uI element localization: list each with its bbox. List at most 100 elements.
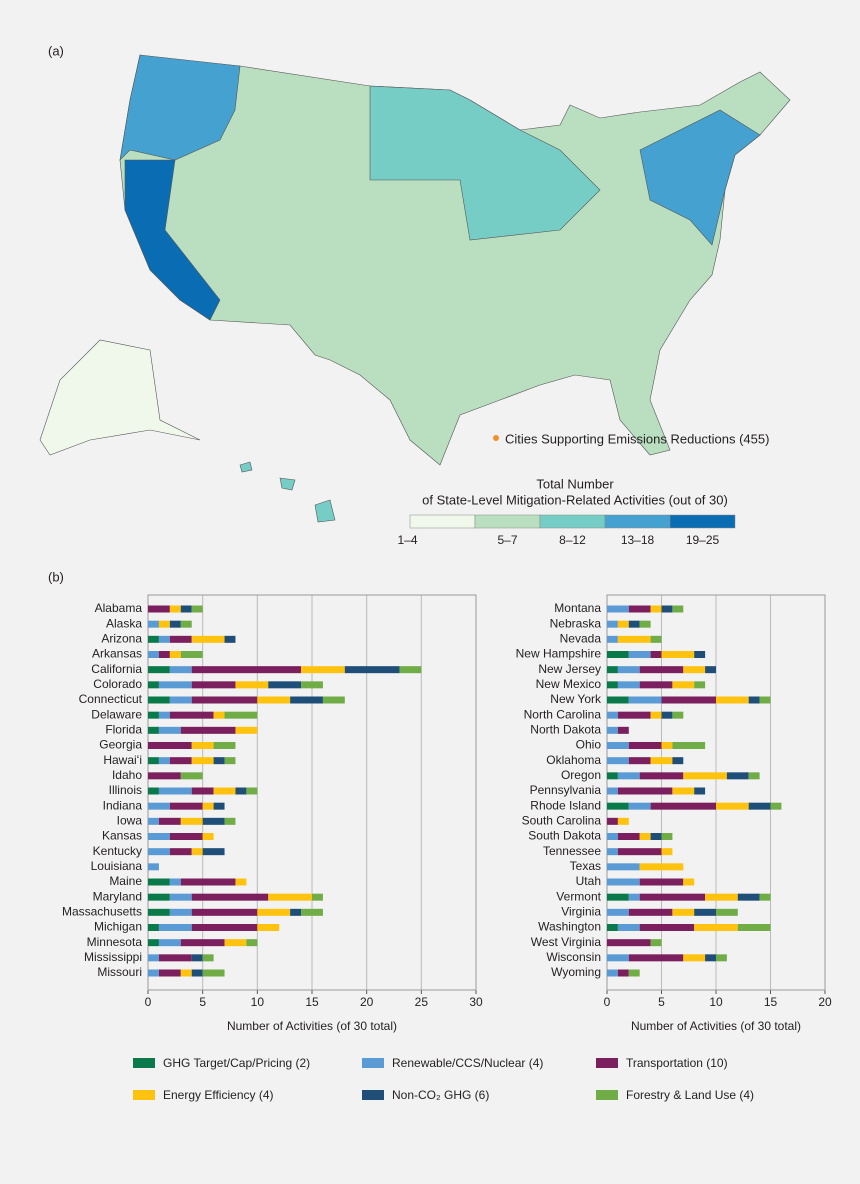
- bar-segment: [169, 635, 192, 643]
- legend-swatch: [362, 1090, 384, 1100]
- bar-segment: [148, 878, 170, 886]
- bin-label: 5–7: [497, 533, 517, 547]
- category-label: Kansas: [102, 829, 142, 843]
- bar-segment: [672, 711, 684, 719]
- bar-segment: [246, 939, 258, 947]
- category-label: New Jersey: [538, 662, 601, 676]
- bar-segment: [148, 939, 159, 947]
- bar-segment: [191, 681, 236, 689]
- bar-segment: [148, 908, 170, 916]
- bar-segment: [148, 848, 170, 856]
- bar-segment: [617, 620, 629, 628]
- bar-segment: [191, 757, 214, 765]
- bar-segment: [650, 757, 673, 765]
- bar-segment: [650, 605, 662, 613]
- bar-segment: [257, 908, 291, 916]
- category-label: Nebraska: [550, 616, 602, 630]
- legend-label: GHG Target/Cap/Pricing (2): [163, 1056, 310, 1070]
- x-tick-label: 0: [604, 995, 611, 1009]
- bar-segment: [158, 726, 181, 734]
- bar-segment: [617, 969, 629, 977]
- bar-segment: [148, 833, 170, 840]
- bar-segment: [672, 787, 695, 795]
- x-tick-label: 20: [818, 995, 832, 1009]
- bar-segment: [202, 802, 214, 810]
- bar-segment: [180, 878, 236, 886]
- bar-segment: [607, 833, 618, 840]
- bar-segment: [694, 924, 738, 931]
- bar-segment: [716, 954, 727, 962]
- bar-segment: [639, 863, 684, 871]
- bar-segment: [148, 954, 159, 962]
- bar-segment: [191, 908, 258, 916]
- category-label: Pennsylvania: [530, 783, 602, 797]
- bar-segment: [202, 969, 225, 977]
- bar-segment: [268, 893, 312, 901]
- bar-segment: [191, 924, 258, 931]
- bar-segment: [639, 666, 684, 674]
- bar-segment: [148, 802, 170, 810]
- bar-segment: [169, 833, 203, 840]
- bar-segment: [617, 817, 629, 825]
- category-label: Maine: [109, 874, 142, 888]
- category-label: Massachusetts: [62, 905, 142, 919]
- category-label: Iowa: [117, 814, 143, 828]
- x-tick-label: 30: [469, 995, 483, 1009]
- bar-segment: [169, 893, 192, 901]
- bar-segment: [169, 878, 181, 886]
- bar-segment: [628, 954, 684, 962]
- legend: GHG Target/Cap/Pricing (2) Renewable/CCS/…: [133, 1056, 754, 1102]
- bar-segment: [301, 908, 323, 916]
- bar-segment: [617, 924, 640, 931]
- cities-legend-label: Cities Supporting Emissions Reductions (…: [505, 431, 769, 446]
- category-label: Oklahoma: [546, 753, 601, 767]
- bar-segment: [158, 817, 181, 825]
- bar-segment: [148, 787, 159, 795]
- bar-segment: [607, 954, 629, 962]
- category-label: Illinois: [109, 783, 142, 797]
- bar-segment: [617, 772, 640, 780]
- bar-segment: [628, 757, 651, 765]
- bar-segment: [672, 605, 684, 613]
- bin-swatch: [604, 514, 671, 529]
- bar-segment: [202, 833, 214, 840]
- bar-segment: [158, 939, 181, 947]
- category-label: Wyoming: [551, 965, 601, 979]
- bar-segment: [202, 817, 225, 825]
- bar-segment: [158, 651, 170, 658]
- bar-segment: [180, 969, 192, 977]
- legend-swatch: [596, 1058, 618, 1068]
- bar-segment: [748, 696, 760, 704]
- bar-segment: [169, 908, 192, 916]
- bar-segment: [235, 787, 247, 795]
- bar-segment: [169, 802, 203, 810]
- legend-swatch: [133, 1090, 155, 1100]
- bar-segment: [158, 969, 181, 977]
- bar-segment: [290, 908, 302, 916]
- bar-segment: [290, 696, 323, 704]
- bar-segment: [257, 924, 280, 931]
- bin-label: 1–4: [397, 533, 417, 547]
- bar-segment: [180, 651, 203, 658]
- bar-segment: [661, 605, 673, 613]
- category-label: Idaho: [112, 768, 142, 782]
- map-legend: 1–4 5–7 8–12 13–18 19–25: [397, 514, 736, 547]
- bar-segment: [607, 651, 629, 658]
- bar-segment: [224, 757, 236, 765]
- bar-segment: [607, 878, 640, 886]
- x-tick-label: 0: [145, 995, 152, 1009]
- bar-segment: [180, 772, 203, 780]
- bar-segment: [169, 620, 181, 628]
- bin-swatch: [669, 514, 736, 529]
- bar-segment: [661, 711, 673, 719]
- bin-label: 19–25: [686, 533, 720, 547]
- bar-segment: [224, 939, 247, 947]
- category-label: Missouri: [97, 965, 142, 979]
- bar-segment: [683, 954, 706, 962]
- bar-segment: [672, 681, 695, 689]
- bar-segment: [639, 833, 651, 840]
- bar-segment: [312, 893, 323, 901]
- bar-segment: [628, 605, 651, 613]
